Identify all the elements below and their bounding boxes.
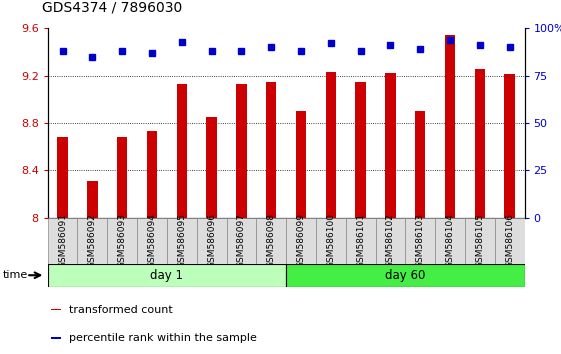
Text: GSM586097: GSM586097 bbox=[237, 213, 246, 268]
Bar bbox=[206, 117, 217, 218]
Text: GSM586094: GSM586094 bbox=[148, 213, 157, 268]
Text: GSM586095: GSM586095 bbox=[177, 213, 186, 268]
Bar bbox=[465, 218, 495, 264]
Text: GSM586103: GSM586103 bbox=[416, 213, 425, 268]
Bar bbox=[48, 264, 286, 287]
Bar bbox=[405, 218, 435, 264]
Text: transformed count: transformed count bbox=[70, 305, 173, 315]
Text: GSM586100: GSM586100 bbox=[327, 213, 335, 268]
Bar bbox=[77, 218, 107, 264]
Bar bbox=[266, 81, 277, 218]
Bar bbox=[504, 74, 515, 218]
Bar bbox=[435, 218, 465, 264]
Text: GSM586102: GSM586102 bbox=[386, 213, 395, 268]
Text: GSM586092: GSM586092 bbox=[88, 213, 97, 268]
Text: GSM586105: GSM586105 bbox=[475, 213, 484, 268]
Bar bbox=[415, 111, 425, 218]
Text: percentile rank within the sample: percentile rank within the sample bbox=[70, 333, 257, 343]
Bar bbox=[346, 218, 375, 264]
Text: time: time bbox=[3, 270, 28, 280]
Bar bbox=[177, 84, 187, 218]
Bar bbox=[375, 218, 406, 264]
Bar bbox=[57, 137, 68, 218]
Bar bbox=[316, 218, 346, 264]
Text: GSM586101: GSM586101 bbox=[356, 213, 365, 268]
Bar bbox=[286, 264, 525, 287]
Bar bbox=[256, 218, 286, 264]
Bar bbox=[325, 72, 336, 218]
Bar bbox=[167, 218, 197, 264]
Bar bbox=[107, 218, 137, 264]
Bar bbox=[445, 35, 455, 218]
Bar bbox=[51, 309, 61, 310]
Bar bbox=[385, 73, 396, 218]
Bar bbox=[147, 131, 157, 218]
Text: GSM586091: GSM586091 bbox=[58, 213, 67, 268]
Text: GSM586098: GSM586098 bbox=[266, 213, 275, 268]
Bar bbox=[117, 137, 127, 218]
Text: GSM586104: GSM586104 bbox=[445, 213, 454, 268]
Bar bbox=[227, 218, 256, 264]
Bar bbox=[48, 218, 77, 264]
Text: GDS4374 / 7896030: GDS4374 / 7896030 bbox=[42, 0, 182, 14]
Bar bbox=[137, 218, 167, 264]
Bar bbox=[475, 69, 485, 218]
Text: GSM586093: GSM586093 bbox=[118, 213, 127, 268]
Text: day 1: day 1 bbox=[150, 269, 183, 282]
Text: GSM586106: GSM586106 bbox=[505, 213, 514, 268]
Bar bbox=[197, 218, 227, 264]
Text: day 60: day 60 bbox=[385, 269, 425, 282]
Bar bbox=[286, 218, 316, 264]
Bar bbox=[236, 84, 247, 218]
Text: GSM586099: GSM586099 bbox=[297, 213, 306, 268]
Bar bbox=[51, 337, 61, 338]
Bar bbox=[495, 218, 525, 264]
Bar bbox=[356, 81, 366, 218]
Text: GSM586096: GSM586096 bbox=[207, 213, 216, 268]
Bar bbox=[296, 111, 306, 218]
Bar bbox=[87, 181, 98, 218]
